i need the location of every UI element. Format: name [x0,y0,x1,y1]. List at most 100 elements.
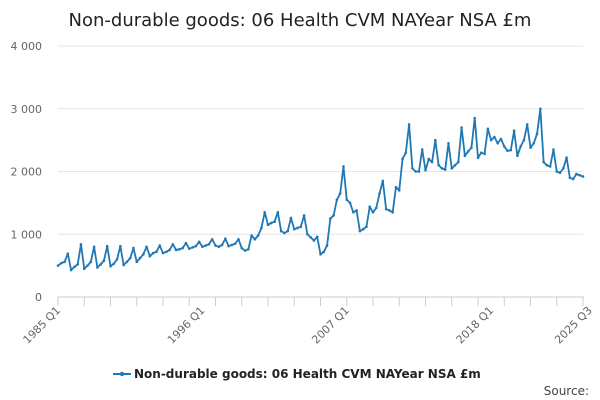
data-point[interactable] [283,231,286,235]
data-point[interactable] [204,244,207,247]
data-point[interactable] [365,225,368,229]
data-point[interactable] [407,123,411,126]
data-point[interactable] [539,107,542,111]
data-point[interactable] [558,171,562,175]
data-point[interactable] [312,239,316,242]
data-point[interactable] [384,207,388,211]
data-point[interactable] [440,167,444,170]
data-point[interactable] [102,259,106,262]
data-point[interactable] [335,198,339,202]
data-point[interactable] [224,237,227,240]
data-point[interactable] [502,145,506,148]
data-point[interactable] [358,229,362,233]
data-point[interactable] [568,176,572,180]
data-point[interactable] [164,250,168,254]
data-point[interactable] [161,251,165,255]
data-point[interactable] [496,141,499,145]
data-point[interactable] [381,179,385,183]
data-point[interactable] [56,264,60,267]
data-point[interactable] [148,254,152,258]
data-point[interactable] [473,116,477,120]
data-point[interactable] [479,151,483,154]
data-point[interactable] [378,192,381,195]
data-point[interactable] [430,160,434,164]
data-point[interactable] [92,245,96,249]
data-point[interactable] [119,244,122,248]
data-point[interactable] [256,234,260,237]
data-point[interactable] [345,198,349,202]
data-point[interactable] [427,157,431,161]
data-point[interactable] [168,248,171,252]
data-point[interactable] [115,258,119,261]
data-point[interactable] [309,236,312,239]
data-point[interactable] [132,246,135,250]
data-point[interactable] [66,252,70,255]
data-point[interactable] [112,262,116,266]
data-point[interactable] [489,138,493,142]
data-point[interactable] [214,244,217,247]
data-point[interactable] [355,209,358,212]
data-point[interactable] [292,227,296,231]
data-point[interactable] [401,157,404,161]
legend[interactable]: Non-durable goods: 06 Health CVM NAYear … [113,367,481,381]
data-point[interactable] [581,175,585,178]
data-point[interactable] [342,165,345,168]
data-point[interactable] [217,245,221,249]
data-point[interactable] [420,148,424,151]
data-point[interactable] [470,146,473,149]
data-point[interactable] [535,132,539,136]
data-point[interactable] [315,235,319,239]
data-point[interactable] [99,263,102,266]
data-point[interactable] [142,253,145,256]
data-point[interactable] [509,148,513,152]
data-point[interactable] [414,170,417,173]
data-point[interactable] [525,123,529,126]
data-point[interactable] [571,177,575,181]
data-point[interactable] [447,141,450,145]
data-point[interactable] [565,156,568,159]
data-point[interactable] [486,127,490,131]
data-point[interactable] [463,154,467,158]
data-point[interactable] [269,221,273,225]
data-point[interactable] [361,227,365,231]
data-point[interactable] [542,160,545,164]
data-point[interactable] [155,250,158,254]
data-point[interactable] [184,241,188,245]
data-point[interactable] [493,135,496,139]
data-point[interactable] [348,201,352,205]
data-point[interactable] [476,156,480,159]
data-point[interactable] [135,260,139,264]
data-point[interactable] [512,129,516,133]
data-point[interactable] [250,234,253,237]
data-point[interactable] [460,126,463,129]
data-point[interactable] [322,250,326,254]
data-point[interactable] [368,205,372,208]
data-point[interactable] [89,260,93,264]
data-point[interactable] [201,245,204,249]
data-point[interactable] [404,151,408,154]
data-point[interactable] [417,170,421,173]
data-point[interactable] [562,167,565,170]
data-point[interactable] [174,248,178,252]
data-point[interactable] [506,149,509,153]
data-point[interactable] [548,165,552,168]
data-point[interactable] [443,168,447,171]
data-point[interactable] [397,189,401,192]
data-point[interactable] [466,150,470,153]
data-point[interactable] [233,242,237,245]
data-point[interactable] [424,168,427,172]
data-point[interactable] [171,242,175,246]
data-point[interactable] [325,244,329,247]
data-point[interactable] [125,260,129,264]
data-point[interactable] [240,246,244,250]
data-point[interactable] [575,172,578,176]
data-point[interactable] [82,267,86,271]
data-point[interactable] [122,263,125,267]
data-point[interactable] [391,210,394,214]
data-point[interactable] [194,244,198,248]
data-point[interactable] [230,243,234,247]
data-point[interactable] [532,141,536,145]
data-point[interactable] [266,223,270,227]
data-point[interactable] [138,256,142,260]
data-point[interactable] [499,137,503,141]
